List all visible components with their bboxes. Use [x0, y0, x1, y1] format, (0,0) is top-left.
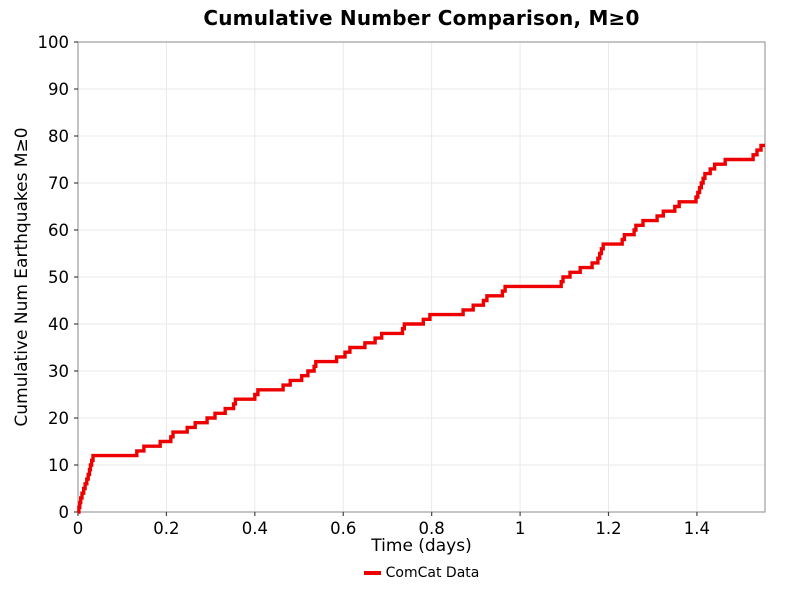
y-tick-label: 30 [48, 362, 69, 381]
x-tick-label: 1 [515, 519, 526, 538]
x-tick-label: 0.6 [330, 519, 356, 538]
y-axis-label: Cumulative Num Earthquakes M≥0 [12, 127, 32, 427]
x-tick-label: 1.2 [595, 519, 621, 538]
x-tick-label: 1.4 [684, 519, 710, 538]
legend: ComCat Data [78, 565, 765, 581]
y-tick-label: 10 [48, 456, 69, 475]
x-axis-label: Time (days) [371, 536, 472, 556]
y-tick-label: 90 [48, 80, 69, 99]
legend-line-swatch [363, 571, 381, 575]
x-tick-label: 0.8 [419, 519, 445, 538]
y-tick-label: 80 [48, 127, 69, 146]
x-tick-label: 0 [73, 519, 84, 538]
series-line-comcat [77, 143, 765, 514]
y-tick-label: 70 [48, 174, 69, 193]
x-tick-label: 0.2 [153, 519, 179, 538]
y-tick-label: 20 [48, 409, 69, 428]
y-tick-label: 40 [48, 315, 69, 334]
y-tick-label: 100 [38, 33, 70, 52]
y-tick-label: 50 [48, 268, 69, 287]
y-tick-label: 60 [48, 221, 69, 240]
chart-title: Cumulative Number Comparison, M≥0 [203, 6, 640, 30]
x-tick-label: 0.4 [242, 519, 268, 538]
y-tick-label: 0 [59, 503, 70, 522]
legend-label: ComCat Data [385, 565, 480, 581]
